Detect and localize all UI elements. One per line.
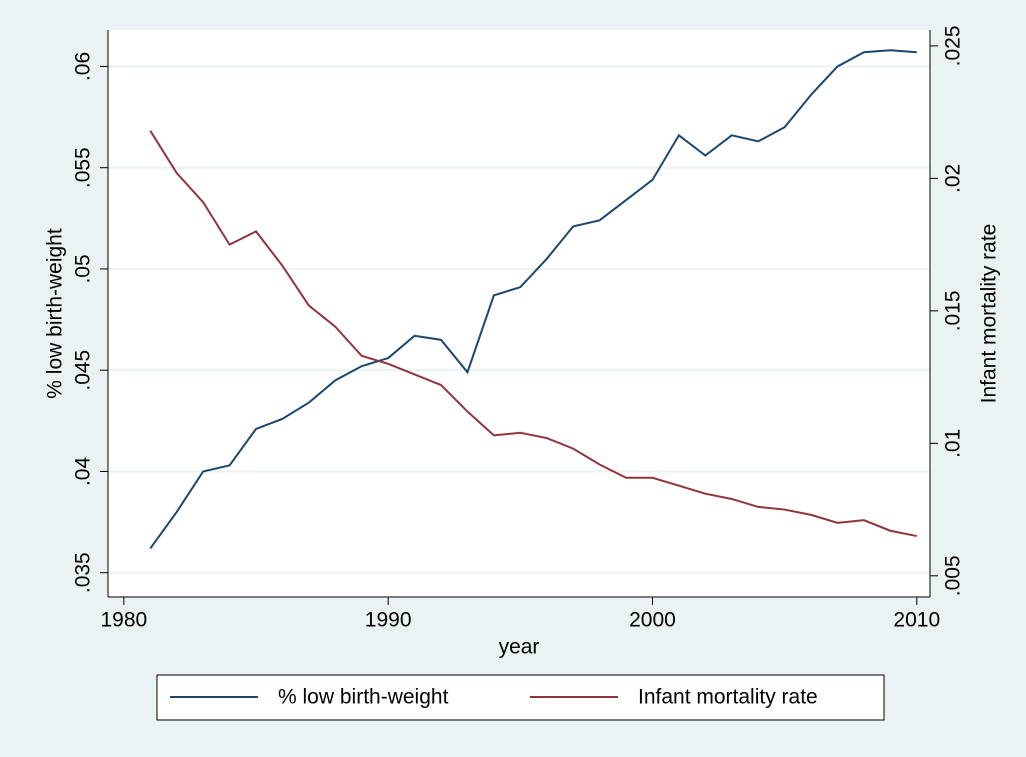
x-tick-label: 2010 [893, 609, 940, 632]
legend-label: Infant mortality rate [638, 686, 818, 709]
series-line [149, 49, 917, 549]
y-tick-label: .045 [72, 350, 95, 391]
y-axis-title: % low birth-weight [44, 228, 67, 399]
y2-tick-label: .01 [942, 429, 965, 458]
y-tick-label: .055 [72, 147, 95, 188]
y-tick-label: .05 [72, 254, 95, 283]
series-line [149, 130, 917, 538]
y2-tick-label: .025 [942, 25, 965, 66]
plot-area [108, 30, 930, 597]
x-axis-title: year [499, 636, 540, 659]
y2-tick-label: .015 [942, 290, 965, 331]
y-tick-label: .035 [72, 552, 95, 593]
x-tick-label: 2000 [629, 609, 676, 632]
legend-label: % low birth-weight [278, 686, 449, 709]
y-tick-label: .06 [72, 52, 95, 81]
y2-tick-label: .005 [942, 555, 965, 596]
x-tick-label: 1980 [100, 609, 147, 632]
y2-axis-title: Infant mortality rate [978, 224, 1001, 404]
legend-box [156, 674, 885, 721]
y2-tick-label: .02 [942, 164, 965, 193]
x-tick-label: 1990 [365, 609, 412, 632]
y-tick-label: .04 [72, 457, 95, 487]
